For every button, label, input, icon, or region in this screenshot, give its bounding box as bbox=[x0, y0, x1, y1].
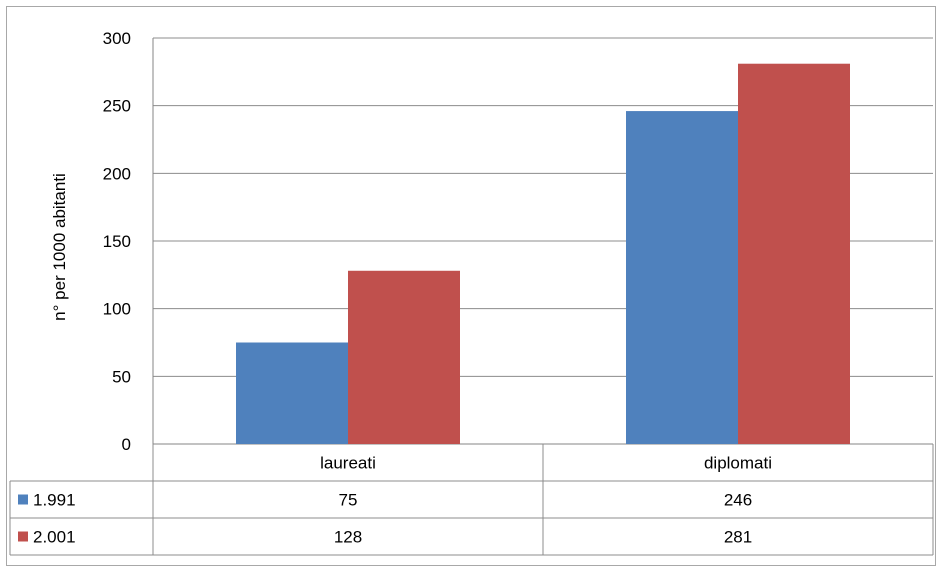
data-value-label: 246 bbox=[724, 491, 752, 510]
legend-key bbox=[18, 531, 28, 542]
bar bbox=[348, 270, 460, 444]
y-tick-label: 0 bbox=[122, 435, 131, 454]
y-tick-label: 50 bbox=[112, 367, 131, 386]
category-label: diplomati bbox=[704, 454, 772, 473]
data-value-label: 281 bbox=[724, 528, 752, 547]
category-label: laureati bbox=[320, 454, 376, 473]
y-tick-label: 300 bbox=[103, 29, 131, 48]
legend-label: 2.001 bbox=[33, 528, 76, 547]
data-table: laureati diplomati 1.991 75 246 2.001 128 281 bbox=[9, 444, 934, 556]
data-value-label: 128 bbox=[334, 528, 362, 547]
data-value-label: 75 bbox=[339, 491, 358, 510]
legend-key bbox=[18, 494, 28, 505]
bar bbox=[236, 342, 348, 444]
bar bbox=[738, 63, 850, 445]
y-tick-labels: 0 50 100 150 200 250 300 bbox=[103, 29, 131, 454]
y-axis-label: n° per 1000 abitanti bbox=[50, 173, 69, 321]
y-tick-label: 200 bbox=[103, 164, 131, 183]
bar bbox=[626, 111, 738, 444]
legend-label: 1.991 bbox=[33, 491, 76, 510]
chart-frame: 0 50 100 150 200 250 300 n° per 1000 abitanti … bbox=[6, 6, 936, 566]
y-tick-label: 250 bbox=[103, 97, 131, 116]
y-tick-label: 100 bbox=[103, 300, 131, 319]
y-tick-label: 150 bbox=[103, 232, 131, 251]
bars bbox=[236, 63, 850, 445]
